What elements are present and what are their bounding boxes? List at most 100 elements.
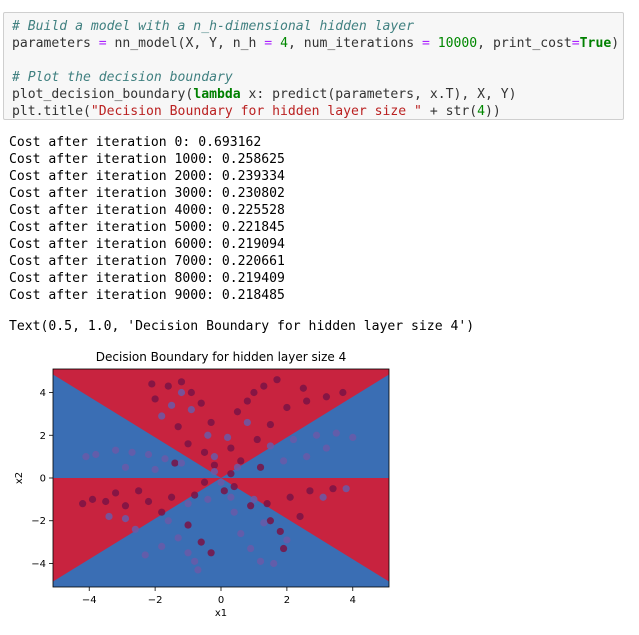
data-point <box>332 429 340 437</box>
data-point <box>184 521 192 529</box>
data-point <box>187 388 195 397</box>
data-point <box>148 380 156 388</box>
data-point <box>279 544 288 553</box>
code-cell[interactable]: # Build a model with a n_h-dimensional h… <box>3 12 624 120</box>
data-point <box>207 418 215 427</box>
data-point <box>303 397 311 405</box>
data-point <box>299 384 307 392</box>
data-point <box>260 519 268 527</box>
data-point <box>230 508 238 516</box>
data-point <box>79 500 87 508</box>
data-point <box>227 470 235 478</box>
data-point <box>329 485 337 493</box>
data-point <box>210 467 219 476</box>
data-point <box>151 395 159 403</box>
text-result: Text(0.5, 1.0, 'Decision Boundary for hi… <box>9 319 475 334</box>
data-point <box>306 487 314 495</box>
code-token: = <box>264 36 273 51</box>
data-point <box>131 525 139 533</box>
data-point <box>164 517 172 525</box>
y-tick-label: 4 <box>40 388 46 399</box>
data-point <box>171 459 179 467</box>
code-token <box>272 36 280 51</box>
code-comment-build: # Build a model with a n_h-dimensional h… <box>12 19 415 34</box>
data-point <box>187 406 195 414</box>
data-point <box>250 495 258 503</box>
data-point <box>312 431 321 439</box>
code-token: 4 <box>477 104 486 119</box>
data-point <box>92 450 100 459</box>
data-point <box>273 376 281 384</box>
data-point <box>207 549 215 557</box>
data-point <box>151 465 159 474</box>
data-point <box>184 549 192 557</box>
data-point <box>223 433 232 441</box>
x-axis-label: x1 <box>215 608 227 619</box>
code-token: plot_decision_boundary( <box>12 87 194 102</box>
data-point <box>289 435 298 444</box>
x-tick-label: 0 <box>218 595 224 606</box>
data-point <box>243 418 251 427</box>
data-point <box>230 482 238 491</box>
code-token: , num_iterations <box>287 36 422 51</box>
data-point <box>217 478 225 486</box>
data-point <box>197 538 205 546</box>
decision-boundary-chart: −4 −2 0 2 4 −4 −2 0 2 4 Decision Boundary for hi… <box>14 350 390 619</box>
y-tick-label: −4 <box>31 559 46 570</box>
x-tick-label: 4 <box>350 595 356 606</box>
data-point <box>177 388 186 397</box>
data-point <box>102 497 110 506</box>
data-point <box>174 534 182 542</box>
data-point <box>339 388 347 397</box>
data-point <box>161 455 169 463</box>
data-point <box>253 435 261 444</box>
data-point <box>237 529 245 538</box>
cost-line: Cost after iteration 2000: 0.239334 <box>9 169 285 184</box>
y-tick-label: 2 <box>40 431 46 442</box>
code-token: , print_cost <box>477 36 572 51</box>
cost-line: Cost after iteration 4000: 0.225528 <box>9 203 285 218</box>
code-line-plot-boundary: plot_decision_boundary(lambda x: predict… <box>12 86 517 103</box>
data-point <box>191 491 199 499</box>
data-point <box>141 551 149 559</box>
data-point <box>121 515 130 523</box>
data-point <box>111 489 120 497</box>
data-point <box>256 463 265 471</box>
code-line-nn-model: parameters = nn_model(X, Y, n_h = 4, num… <box>12 35 619 52</box>
data-point <box>158 542 166 550</box>
data-point <box>247 544 255 553</box>
data-point <box>88 495 97 503</box>
data-point <box>227 493 235 501</box>
data-point <box>322 444 331 452</box>
data-point <box>191 557 199 565</box>
data-point <box>184 440 192 448</box>
data-point <box>144 450 153 459</box>
data-point <box>135 487 143 495</box>
data-point <box>319 493 327 501</box>
data-point <box>349 433 357 441</box>
cost-line: Cost after iteration 1000: 0.258625 <box>9 152 285 167</box>
data-point <box>210 461 219 469</box>
data-point <box>283 536 291 544</box>
data-point <box>266 517 275 525</box>
cost-line: Cost after iteration 7000: 0.220661 <box>9 254 285 269</box>
code-token <box>430 36 438 51</box>
x-tick-label: −2 <box>148 595 163 606</box>
data-point <box>105 512 113 521</box>
data-point <box>279 457 288 465</box>
data-point <box>164 382 172 390</box>
data-point <box>322 393 331 401</box>
cost-line: Cost after iteration 0: 0.693162 <box>9 135 262 150</box>
data-point <box>200 448 209 456</box>
data-point <box>303 453 311 461</box>
y-tick-label: 0 <box>40 474 46 485</box>
data-point <box>276 527 284 536</box>
data-point <box>121 502 130 510</box>
data-point <box>200 478 209 486</box>
data-point <box>263 500 271 508</box>
data-point <box>177 378 186 386</box>
cost-line: Cost after iteration 3000: 0.230802 <box>9 186 285 201</box>
data-point <box>260 382 268 390</box>
cost-line: Cost after iteration 9000: 0.218485 <box>9 288 285 303</box>
data-point <box>283 403 291 412</box>
